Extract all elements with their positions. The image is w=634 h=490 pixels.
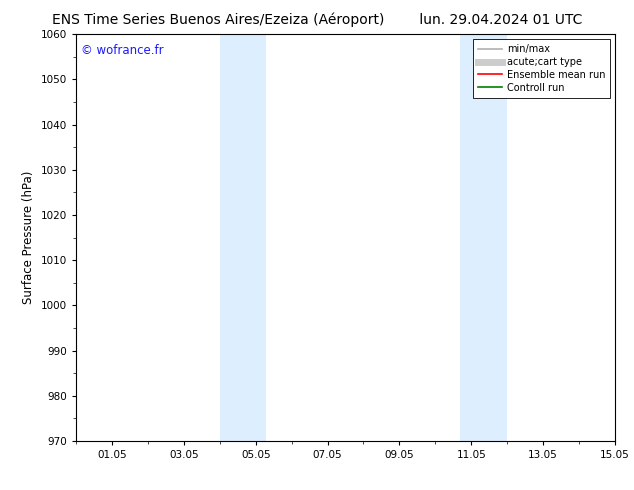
Text: © wofrance.fr: © wofrance.fr: [81, 45, 164, 57]
Legend: min/max, acute;cart type, Ensemble mean run, Controll run: min/max, acute;cart type, Ensemble mean …: [473, 39, 610, 98]
Text: ENS Time Series Buenos Aires/Ezeiza (Aéroport)        lun. 29.04.2024 01 UTC: ENS Time Series Buenos Aires/Ezeiza (Aér…: [52, 12, 582, 27]
Bar: [220, 34, 266, 441]
Bar: [460, 34, 507, 441]
Y-axis label: Surface Pressure (hPa): Surface Pressure (hPa): [22, 171, 36, 304]
